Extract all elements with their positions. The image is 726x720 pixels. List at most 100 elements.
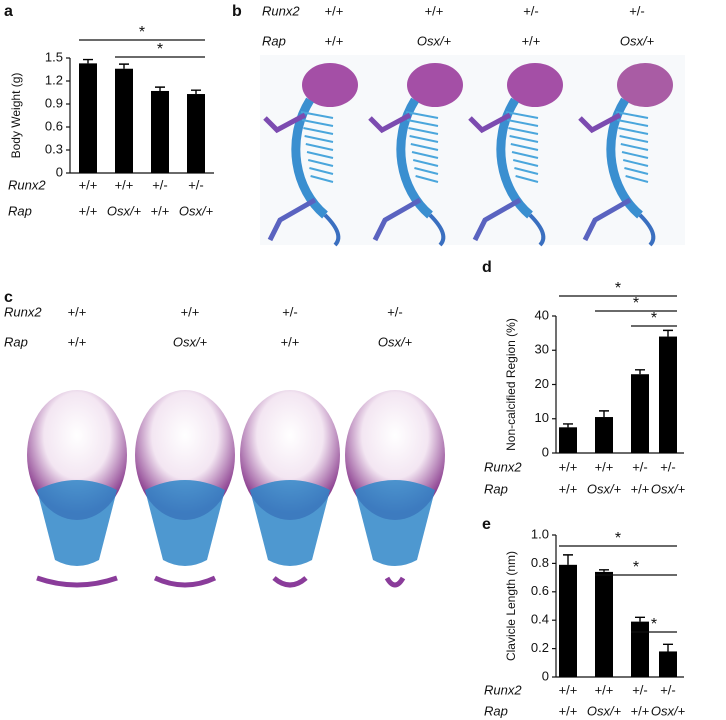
bar bbox=[115, 68, 133, 173]
error-bar bbox=[563, 554, 573, 565]
error-bar bbox=[191, 89, 201, 95]
rib bbox=[309, 167, 334, 175]
y-tick-label: 0.3 bbox=[45, 141, 63, 156]
rib bbox=[304, 135, 334, 143]
rib bbox=[300, 111, 334, 119]
y-axis-label: Non-calcified Region (%) bbox=[504, 318, 518, 451]
significance-label: * bbox=[157, 41, 163, 58]
panel-label: c bbox=[4, 289, 13, 306]
skull-base bbox=[250, 480, 330, 566]
category-label: +/+ bbox=[595, 459, 614, 474]
bar bbox=[187, 94, 205, 173]
genotype-label: Osx/+ bbox=[173, 334, 208, 349]
skull-base bbox=[37, 480, 117, 566]
clavicle bbox=[36, 575, 118, 588]
rib bbox=[409, 135, 439, 143]
specimen-images bbox=[27, 55, 685, 588]
rib bbox=[310, 175, 334, 183]
significance-label: * bbox=[633, 559, 639, 576]
category-label: +/- bbox=[632, 682, 648, 697]
genotype-label: Osx/+ bbox=[620, 33, 655, 48]
error-bar bbox=[663, 643, 673, 652]
rib bbox=[624, 167, 649, 175]
rib bbox=[414, 167, 439, 175]
category-label: +/+ bbox=[559, 459, 578, 474]
category-label-2: Osx/+ bbox=[651, 481, 686, 496]
clavicle bbox=[153, 575, 217, 588]
category-label: +/- bbox=[188, 177, 204, 192]
category-label-2: +/+ bbox=[559, 703, 578, 718]
rib bbox=[305, 143, 334, 151]
y-tick-label: 30 bbox=[535, 342, 549, 357]
significance-label: * bbox=[651, 310, 657, 327]
genotype-label: +/- bbox=[282, 304, 298, 319]
y-tick-label: 0 bbox=[542, 668, 549, 683]
hindlimb bbox=[472, 197, 522, 242]
skull-base bbox=[355, 480, 435, 566]
y-tick-label: 0 bbox=[542, 444, 549, 459]
error-bar bbox=[635, 369, 645, 375]
error-bar bbox=[119, 63, 129, 69]
row-title: Rap bbox=[262, 33, 286, 48]
forelimb bbox=[578, 112, 622, 134]
rib bbox=[307, 159, 334, 167]
category-label-2: +/+ bbox=[79, 203, 98, 218]
y-tick-label: 1.5 bbox=[45, 49, 63, 64]
rib bbox=[620, 143, 649, 151]
category-label: +/+ bbox=[79, 177, 98, 192]
y-axis-label: Body Weight (g) bbox=[9, 73, 23, 159]
genotype-label: +/- bbox=[629, 3, 645, 18]
genotype-label: +/+ bbox=[68, 304, 87, 319]
genotype-label: +/+ bbox=[522, 33, 541, 48]
bar bbox=[559, 564, 577, 677]
genotype-label: +/- bbox=[523, 3, 539, 18]
error-bar bbox=[155, 86, 165, 91]
skull bbox=[302, 63, 358, 107]
rib bbox=[619, 135, 649, 143]
rib bbox=[407, 119, 439, 127]
y-tick-label: 20 bbox=[535, 376, 549, 391]
error-bar bbox=[635, 616, 645, 622]
y-tick-label: 0.4 bbox=[531, 612, 549, 627]
error-bar bbox=[663, 329, 673, 337]
rib bbox=[511, 151, 539, 159]
significance-label: * bbox=[651, 616, 657, 633]
skull bbox=[507, 63, 563, 107]
category-label-2: +/+ bbox=[631, 481, 650, 496]
y-tick-label: 0 bbox=[56, 164, 63, 179]
clavicle bbox=[272, 576, 308, 588]
rib bbox=[514, 167, 539, 175]
category-label-2: +/+ bbox=[151, 203, 170, 218]
genotype-label: Osx/+ bbox=[417, 33, 452, 48]
category-label-2: Osx/+ bbox=[587, 481, 622, 496]
tail bbox=[528, 213, 546, 247]
bar bbox=[595, 417, 613, 453]
bar bbox=[631, 374, 649, 453]
row-title: Rap bbox=[484, 703, 508, 718]
category-label-2: Osx/+ bbox=[107, 203, 142, 218]
category-label-2: Osx/+ bbox=[179, 203, 214, 218]
y-axis-label: Clavicle Length (nm) bbox=[504, 551, 518, 661]
row-title: Rap bbox=[484, 481, 508, 496]
rib bbox=[306, 151, 334, 159]
hindlimb bbox=[582, 197, 632, 242]
rib bbox=[622, 159, 649, 167]
bar bbox=[151, 90, 169, 173]
significance-label: * bbox=[615, 280, 621, 297]
genotype-label: +/+ bbox=[68, 334, 87, 349]
rib bbox=[509, 135, 539, 143]
hindlimb bbox=[267, 197, 317, 242]
rib bbox=[408, 127, 439, 135]
rib bbox=[510, 143, 539, 151]
row-title: Runx2 bbox=[262, 3, 300, 18]
genotype-label: Osx/+ bbox=[378, 334, 413, 349]
rib bbox=[505, 111, 539, 119]
panel-label: b bbox=[232, 3, 242, 20]
error-bar bbox=[599, 410, 609, 418]
bar bbox=[659, 651, 677, 677]
genotype-label: +/+ bbox=[181, 304, 200, 319]
error-bar bbox=[83, 58, 93, 64]
panel-label: a bbox=[4, 3, 13, 20]
rib bbox=[625, 175, 649, 183]
